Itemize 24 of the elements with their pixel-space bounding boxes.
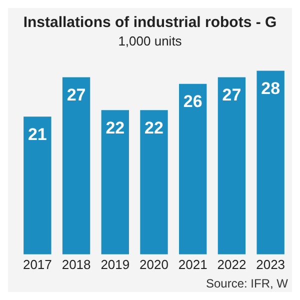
x-tick-label: 2019 — [100, 256, 130, 272]
x-tick-label: 2017 — [22, 256, 52, 272]
bar — [24, 116, 52, 254]
data-label: 27 — [66, 85, 86, 104]
x-tick-label: 2022 — [217, 256, 246, 272]
chart-title: Installations of industrial robots - G — [23, 14, 277, 32]
source-note: Source: IFR, W — [206, 276, 289, 290]
data-label: 22 — [144, 118, 164, 138]
data-label: 27 — [222, 85, 242, 104]
bar — [101, 110, 129, 254]
data-label: 22 — [106, 118, 125, 138]
x-tick-label: 2021 — [178, 256, 208, 272]
x-tick-label: 2020 — [140, 256, 168, 272]
data-label: 26 — [183, 92, 202, 112]
bar — [62, 77, 90, 254]
chart-subtitle: 1,000 units — [118, 33, 182, 48]
bar — [179, 84, 207, 254]
bar — [140, 110, 168, 254]
data-label: 28 — [261, 78, 280, 98]
x-tick-label: 2023 — [256, 256, 286, 272]
data-label: 21 — [28, 124, 47, 144]
bar — [218, 77, 246, 254]
bar — [256, 70, 284, 254]
x-tick-label: 2018 — [62, 256, 91, 272]
